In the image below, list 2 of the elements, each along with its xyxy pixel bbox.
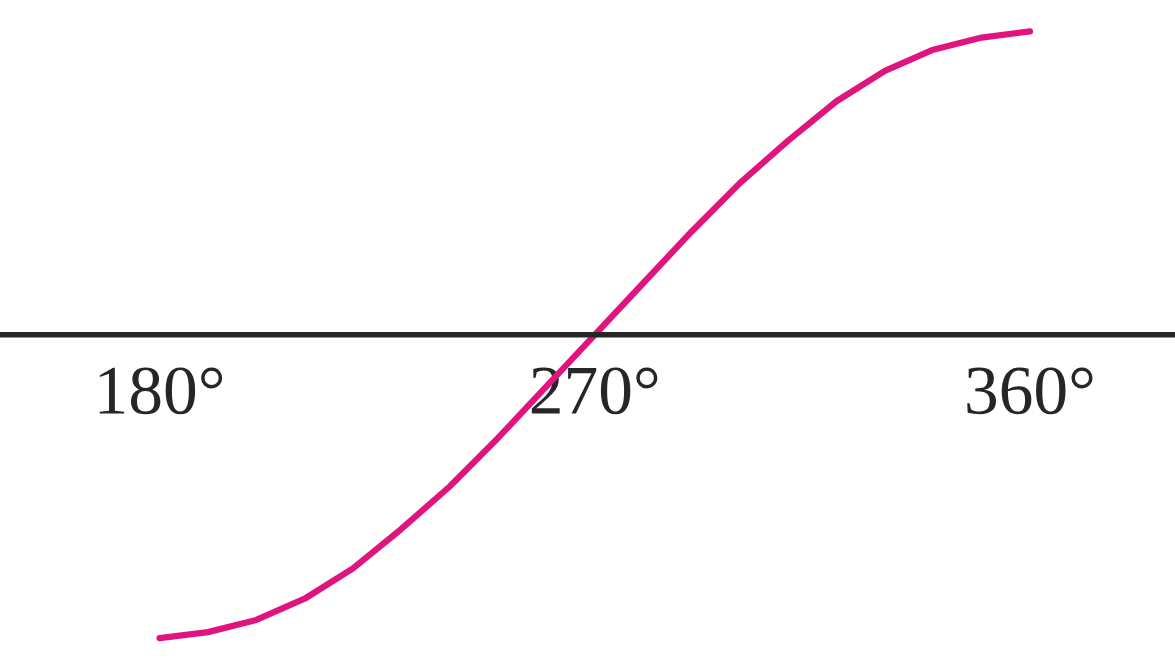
x-tick-label: 360° (967, 367, 1093, 415)
x-tick-label: 180° (99, 367, 223, 415)
